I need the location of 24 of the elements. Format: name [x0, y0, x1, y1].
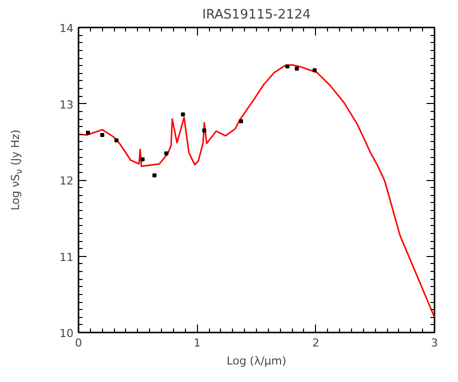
point [180, 112, 185, 116]
point [86, 130, 90, 135]
x-tick-label: 1 [194, 336, 201, 350]
x-tick-label: 0 [75, 336, 82, 350]
x-axis-title: Log (λ/μm) [226, 354, 286, 368]
y-tick-label: 11 [60, 250, 74, 264]
point [114, 138, 118, 142]
x-tick-label: 3 [431, 336, 438, 350]
y-tick-label: 12 [60, 174, 74, 188]
y-tick-label: 14 [60, 22, 74, 35]
chart-title: IRAS19115-2124 [202, 8, 311, 22]
x-tick-label: 2 [312, 336, 320, 350]
point [152, 173, 156, 178]
point [312, 68, 317, 72]
point [285, 64, 290, 68]
point [164, 151, 168, 156]
line-series [78, 64, 434, 318]
point [202, 128, 206, 132]
point [294, 66, 299, 71]
y-tick-label: 13 [60, 98, 74, 112]
point [239, 119, 244, 124]
point [100, 133, 104, 138]
y-tick-label: 10 [60, 327, 74, 340]
point [140, 157, 145, 162]
